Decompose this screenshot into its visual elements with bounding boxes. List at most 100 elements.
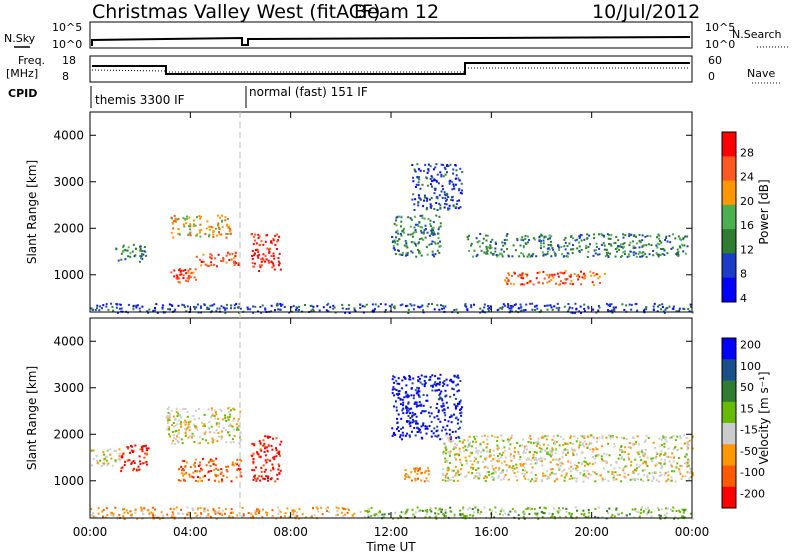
power-cell xyxy=(417,184,420,186)
velocity-cell xyxy=(211,437,214,440)
velocity-cell xyxy=(456,469,459,472)
velocity-cell xyxy=(268,436,271,438)
velocity-cell xyxy=(637,478,640,481)
power-cell xyxy=(652,308,655,311)
power-cell xyxy=(124,249,127,252)
velocity-cell xyxy=(214,510,217,513)
velocity-cell xyxy=(618,474,621,476)
velocity-cell xyxy=(174,419,177,422)
velocity-cell xyxy=(447,437,450,440)
velocity-cell xyxy=(687,464,690,467)
velocity-cell xyxy=(414,468,417,471)
velocity-cell xyxy=(639,464,642,467)
power-cell xyxy=(552,248,555,251)
velocity-cell xyxy=(657,508,660,511)
power-cell xyxy=(622,251,625,254)
power-cell xyxy=(595,242,598,245)
power-cell xyxy=(638,233,641,236)
velocity-echo-region xyxy=(90,506,367,520)
velocity-cell xyxy=(351,514,354,517)
velocity-cell xyxy=(542,436,545,439)
velocity-cell xyxy=(584,457,587,459)
power-cell xyxy=(446,198,448,201)
power-cell xyxy=(208,225,211,228)
velocity-colorbar-tick: 15 xyxy=(740,402,754,415)
velocity-cell xyxy=(442,513,445,516)
power-cell xyxy=(444,202,446,205)
velocity-cell xyxy=(622,469,625,472)
power-cell xyxy=(177,217,180,220)
power-cell xyxy=(663,253,666,256)
velocity-cell xyxy=(669,479,672,482)
velocity-cell xyxy=(167,411,170,414)
power-cell xyxy=(168,303,171,306)
power-cell xyxy=(505,281,508,283)
power-cell xyxy=(622,243,625,246)
power-cell xyxy=(542,282,544,285)
velocity-cell xyxy=(489,517,492,520)
velocity-cell xyxy=(402,434,405,437)
velocity-cell xyxy=(544,507,547,510)
velocity-cell xyxy=(174,424,177,427)
velocity-echo-region xyxy=(391,373,463,441)
power-cell xyxy=(448,207,451,210)
power-cell xyxy=(347,304,350,307)
power-cell xyxy=(449,163,452,166)
power-cell xyxy=(233,256,236,259)
power-cell xyxy=(439,245,442,248)
velocity-cell xyxy=(683,442,686,445)
velocity-cell xyxy=(231,461,234,464)
velocity-cell xyxy=(665,455,668,458)
velocity-cell xyxy=(583,440,586,443)
nsky-trace xyxy=(91,36,691,46)
power-cell xyxy=(416,223,419,226)
power-cell xyxy=(210,225,213,228)
velocity-cell xyxy=(539,444,542,447)
power-cell xyxy=(520,276,523,279)
velocity-cell xyxy=(233,408,236,411)
velocity-cell xyxy=(211,441,214,444)
power-cell xyxy=(107,308,110,311)
power-cell xyxy=(548,280,551,283)
velocity-cell xyxy=(582,480,585,483)
velocity-cell xyxy=(259,479,262,482)
power-cell xyxy=(203,304,206,306)
velocity-cell xyxy=(405,395,408,398)
power-cell xyxy=(413,168,416,171)
velocity-cell xyxy=(672,435,675,437)
velocity-cell xyxy=(465,459,468,462)
power-cell xyxy=(433,178,436,181)
power-cell xyxy=(435,179,438,182)
velocity-cell xyxy=(396,427,398,430)
power-cell xyxy=(228,259,231,262)
velocity-cell xyxy=(684,462,686,465)
velocity-cell xyxy=(446,424,449,427)
velocity-cell xyxy=(634,443,637,446)
power-cell xyxy=(403,227,405,230)
velocity-cell xyxy=(566,442,569,445)
velocity-cell xyxy=(315,506,318,509)
velocity-cell xyxy=(194,425,197,428)
power-cell xyxy=(548,234,551,237)
power-cell xyxy=(488,247,491,250)
velocity-cell xyxy=(192,476,195,479)
power-cell xyxy=(228,225,231,228)
power-cell xyxy=(607,256,610,258)
velocity-cell xyxy=(480,511,483,513)
velocity-cell xyxy=(217,421,220,424)
power-cell xyxy=(496,255,499,258)
velocity-cell xyxy=(114,459,117,462)
power-cell xyxy=(439,225,442,228)
power-cell xyxy=(431,176,434,179)
velocity-cell xyxy=(229,441,232,444)
velocity-cell xyxy=(492,449,495,452)
velocity-cell xyxy=(217,417,220,420)
velocity-cell xyxy=(428,425,431,427)
power-cell xyxy=(208,233,211,236)
velocity-cell xyxy=(572,442,574,445)
power-cell xyxy=(178,269,181,272)
power-cell xyxy=(407,233,410,236)
velocity-cell xyxy=(213,431,216,434)
velocity-cell xyxy=(114,450,117,452)
velocity-cell xyxy=(103,462,105,465)
